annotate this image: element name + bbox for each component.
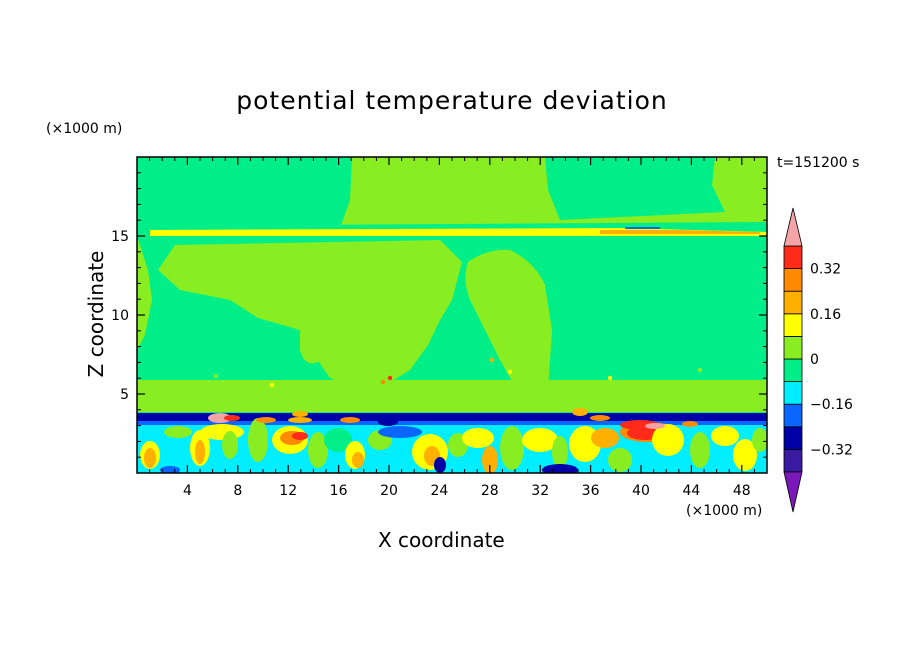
- y-tick-label: 10: [111, 308, 129, 324]
- contour-blob: [288, 417, 312, 423]
- contour-blob: [507, 369, 513, 375]
- y-tick-label: 5: [120, 387, 129, 403]
- colorbar-band: [783, 268, 803, 292]
- colorbar-band: [783, 381, 803, 405]
- chart-title: potential temperature deviation: [236, 86, 668, 115]
- contour-blob: [462, 428, 494, 448]
- colorbar-label: 0: [810, 352, 819, 368]
- contour-blob: [208, 413, 232, 423]
- colorbar-band: [783, 290, 803, 315]
- colorbar-over-triangle: [783, 207, 803, 247]
- x-tick-label: 44: [682, 483, 700, 499]
- contour-blob: [608, 448, 632, 472]
- x-axis-label: X coordinate: [378, 528, 505, 552]
- x-tick-label: 48: [733, 483, 751, 499]
- x-tick-label: 24: [430, 483, 448, 499]
- contour-region: [545, 157, 725, 220]
- contour-blob: [200, 424, 244, 440]
- colorbar-band: [783, 448, 803, 473]
- contour-blob: [308, 432, 328, 468]
- colorbar-under-triangle: [783, 471, 803, 513]
- time-label: t=151200 s: [777, 155, 860, 171]
- contour-blob: [552, 436, 568, 468]
- contour-blob: [195, 440, 205, 464]
- x-tick-label: 8: [233, 483, 242, 499]
- contour-blob: [224, 415, 240, 421]
- y-axis: 5 10 15: [111, 172, 767, 458]
- x-axis-unit: (×1000 m): [686, 503, 763, 519]
- contour-blob: [572, 408, 588, 416]
- x-tick-label: 40: [632, 483, 650, 499]
- contour-region: [300, 320, 330, 364]
- contour-blob: [697, 367, 703, 373]
- contour-blob: [380, 379, 386, 385]
- x-tick-label: 28: [481, 483, 499, 499]
- contour-blob: [690, 432, 710, 468]
- contour-blob: [591, 428, 619, 448]
- colorbar-band: [783, 245, 803, 270]
- colorbar: 0.32 0.16 0 −0.16 −0.32: [783, 207, 853, 513]
- contour-blob: [752, 428, 767, 452]
- contour-blob: [144, 448, 156, 468]
- contour-region: [137, 157, 352, 230]
- colorbar-band: [783, 426, 803, 450]
- contour-blob: [590, 415, 610, 421]
- contour-blob: [292, 411, 308, 417]
- colorbar-label: 0.16: [810, 307, 841, 323]
- contour-blob: [324, 428, 352, 452]
- contour-blob: [652, 424, 684, 456]
- contour-blob: [711, 426, 739, 446]
- x-tick-label: 16: [330, 483, 348, 499]
- contour-blob: [378, 418, 398, 426]
- contour-blob: [378, 426, 422, 438]
- colorbar-band: [783, 358, 803, 383]
- contour-blob: [500, 426, 524, 470]
- contour-region: [137, 380, 767, 412]
- contour-blob: [482, 446, 498, 473]
- contour-blob: [489, 357, 495, 363]
- contour-blob: [542, 464, 578, 473]
- contour-region: [137, 421, 767, 425]
- contour-blob: [607, 375, 613, 381]
- contour-blob: [352, 452, 364, 468]
- contour-region: [600, 230, 760, 234]
- contour-blob: [292, 432, 308, 440]
- contour-region: [465, 249, 552, 395]
- contour-field: [137, 157, 767, 473]
- colorbar-band: [783, 403, 803, 428]
- x-tick-label: 4: [183, 483, 192, 499]
- colorbar-band: [783, 313, 803, 337]
- contour-blob: [682, 421, 698, 427]
- contour-blob: [256, 417, 276, 423]
- contour-blob: [522, 428, 558, 452]
- x-tick-label: 36: [582, 483, 600, 499]
- contour-blob: [213, 373, 219, 379]
- contour-blob: [164, 426, 192, 438]
- colorbar-band: [783, 335, 803, 360]
- x-tick-label: 12: [279, 483, 297, 499]
- contour-blob: [269, 382, 275, 388]
- contour-blob: [733, 439, 757, 471]
- x-tick-label: 20: [380, 483, 398, 499]
- contour-region: [137, 413, 767, 422]
- colorbar-label: 0.32: [810, 262, 841, 278]
- contour-blob: [387, 375, 393, 381]
- y-tick-label: 15: [111, 229, 129, 245]
- contour-blob: [222, 431, 238, 459]
- colorbar-label: −0.32: [810, 442, 853, 458]
- contour-blob: [645, 423, 665, 429]
- contour-blob: [248, 418, 268, 462]
- contour-region: [595, 245, 767, 400]
- contour-region: [625, 227, 660, 229]
- x-axis: 4 8 12 16 20 24 28 32 36 40 44 48: [149, 157, 755, 499]
- colorbar-label: −0.16: [810, 397, 853, 413]
- y-axis-unit: (×1000 m): [46, 121, 123, 137]
- x-tick-label: 32: [531, 483, 549, 499]
- contour-region: [158, 240, 462, 395]
- contour-blob: [340, 417, 360, 423]
